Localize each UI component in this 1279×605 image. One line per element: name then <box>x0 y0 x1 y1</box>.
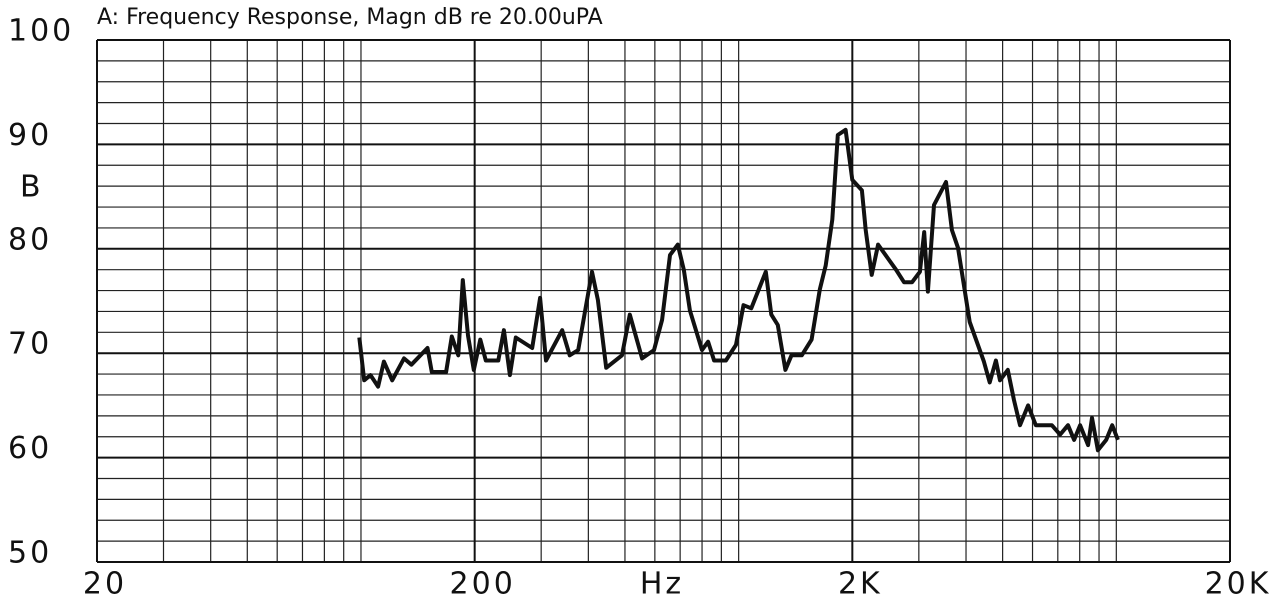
x-tick-label: 200 <box>450 567 516 602</box>
y-tick-label: 80 <box>8 222 52 257</box>
y-tick-label: 90 <box>8 118 52 153</box>
x-tick-label: 20 <box>83 567 127 602</box>
y-tick-label: 100 <box>8 14 74 49</box>
y-tick-label: 70 <box>8 327 52 362</box>
x-tick-label: 2K <box>838 567 883 602</box>
data-line <box>357 127 1120 453</box>
y-tick-label: 50 <box>8 536 52 571</box>
y-tick-label: 60 <box>8 431 52 466</box>
x-axis-label: Hz <box>640 567 684 602</box>
x-tick-label: 20K <box>1205 567 1272 602</box>
chart-title: A: Frequency Response, Magn dB re 20.00u… <box>97 5 603 30</box>
y-axis-label: B <box>20 170 44 205</box>
